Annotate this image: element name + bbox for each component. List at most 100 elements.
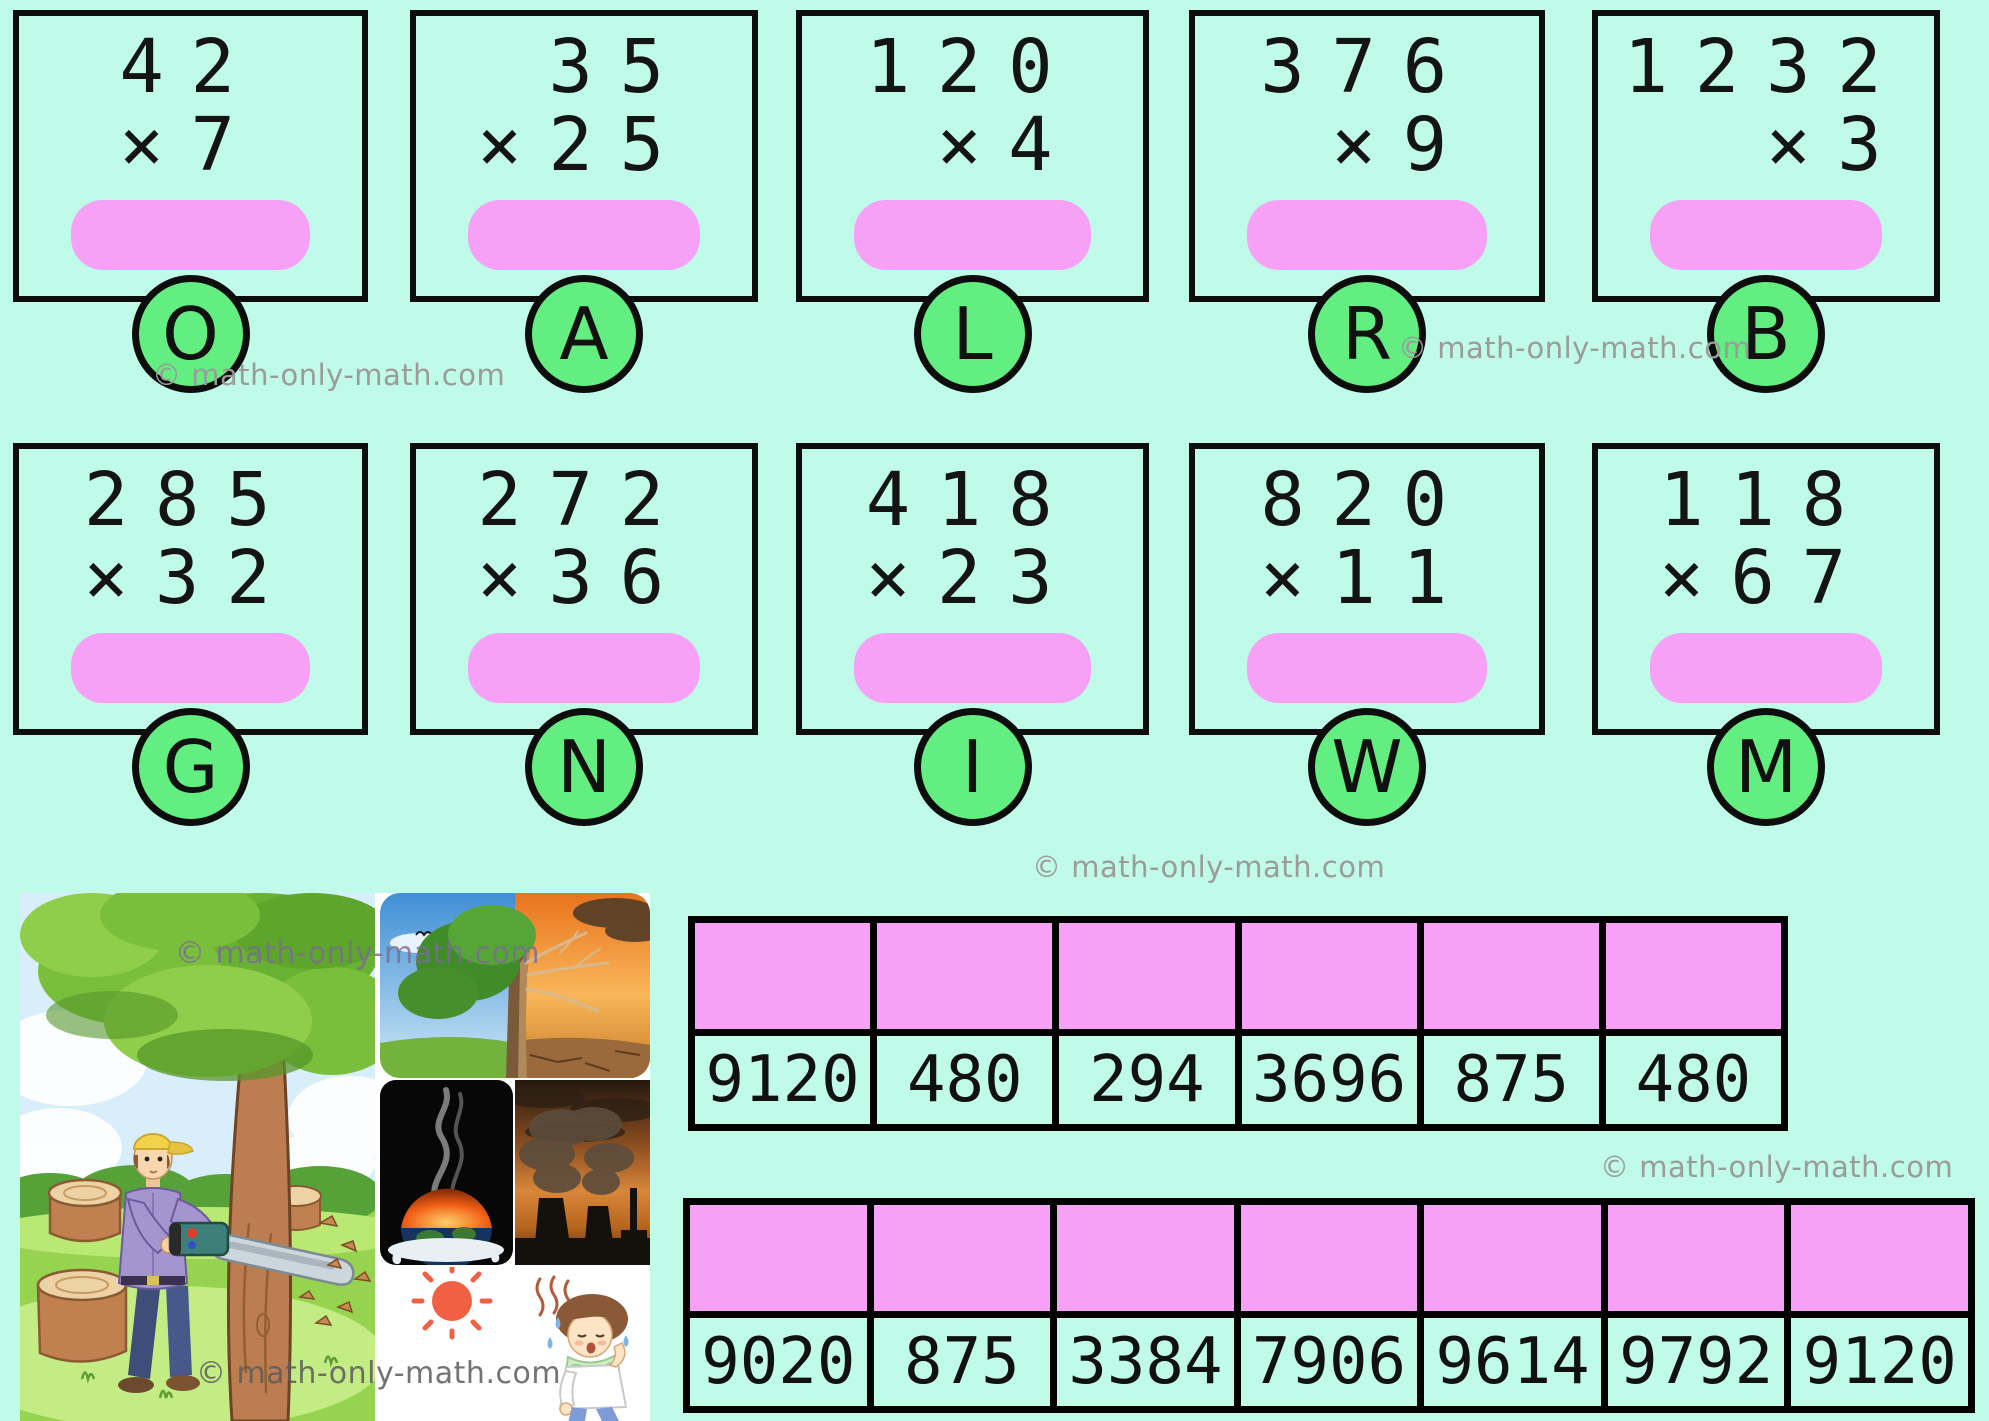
- answer-slot[interactable]: [1650, 200, 1882, 270]
- answer-value: 3696: [1241, 1036, 1417, 1124]
- tree-stump: [47, 1178, 123, 1243]
- smoke-wisps: [431, 1087, 464, 1211]
- multiply-sign: ×: [477, 102, 549, 189]
- answer-slot[interactable]: [854, 200, 1091, 270]
- answer-value: 9792: [1607, 1318, 1785, 1406]
- answer-cell-blank[interactable]: [1057, 1205, 1234, 1311]
- multiplier-line: ×7: [119, 106, 261, 184]
- answer-cell-blank[interactable]: [690, 1205, 867, 1311]
- letter: N: [557, 725, 611, 809]
- letter: B: [1741, 292, 1791, 376]
- answer-table-2: 9020 875 3384 7906 9614 9792 9120: [683, 1198, 1975, 1413]
- answer-table-1: 9120 480 294 3696 875 480: [688, 916, 1788, 1131]
- watermark: © math-only-math.com: [1032, 850, 1386, 884]
- multiplication-problem: 272 ×36: [477, 461, 691, 618]
- answer-cell-blank[interactable]: [1059, 923, 1235, 1029]
- global-warming-collage: [20, 893, 650, 1421]
- answer-value: 875: [873, 1318, 1051, 1406]
- multiplication-problem: 118 ×67: [1659, 461, 1873, 618]
- grass-tufts: [80, 1355, 339, 1399]
- answer-cell-blank[interactable]: [1241, 923, 1417, 1029]
- multiplicand: 376: [1260, 24, 1474, 110]
- multiplier: 23: [936, 535, 1080, 622]
- multiply-sign: ×: [1260, 535, 1332, 622]
- answer-slot[interactable]: [71, 200, 310, 270]
- letter: M: [1734, 725, 1798, 809]
- dead-branches: [524, 930, 610, 1013]
- chainsaw: [168, 1221, 355, 1286]
- letter-badge: A: [525, 275, 643, 393]
- sweating-boy: [547, 1294, 629, 1421]
- multiplier-line: ×67: [1659, 539, 1873, 617]
- letter-badge: M: [1707, 708, 1825, 826]
- answer-cell-blank[interactable]: [1791, 1205, 1968, 1311]
- answer-slot[interactable]: [1247, 633, 1487, 703]
- answer-slot[interactable]: [1247, 200, 1487, 270]
- cracked-earth: [529, 1050, 641, 1072]
- multiply-sign: ×: [119, 102, 191, 189]
- multiply-sign: ×: [1765, 102, 1838, 189]
- multiplicand: 1232: [1623, 24, 1909, 110]
- watermark: © math-only-math.com: [1398, 331, 1752, 365]
- multiplier: 11: [1331, 535, 1474, 622]
- multiplicand: 120: [865, 24, 1080, 110]
- letter-badge: B: [1707, 275, 1825, 393]
- answer-cell-blank[interactable]: [873, 1205, 1051, 1311]
- problem-card-L: 120 ×4 L: [796, 10, 1149, 393]
- multiplier: 25: [548, 102, 691, 189]
- letter: I: [961, 725, 984, 809]
- plant-silhouette: [515, 1188, 650, 1265]
- answer-value: 9120: [695, 1036, 871, 1124]
- letter-badge: O: [131, 275, 250, 393]
- answer-cell-blank[interactable]: [877, 923, 1053, 1029]
- watermark: © math-only-math.com: [152, 358, 506, 392]
- letter-badge: L: [913, 275, 1032, 393]
- living-branches: [398, 905, 536, 1019]
- answer-cell-blank[interactable]: [1423, 923, 1599, 1029]
- watermark: © math-only-math.com: [175, 936, 541, 971]
- multiplicand: 118: [1659, 457, 1873, 543]
- answer-slot[interactable]: [468, 200, 700, 270]
- letter: O: [162, 292, 219, 376]
- multiplier-line: ×36: [477, 539, 691, 617]
- multiplicand: 35: [548, 24, 691, 110]
- answer-value: 9614: [1424, 1318, 1601, 1406]
- smoke-plumes: [519, 1107, 634, 1195]
- problem-card-O: 42 ×7 O: [13, 10, 368, 393]
- answer-value: 480: [877, 1036, 1053, 1124]
- watermark: © math-only-math.com: [196, 1356, 562, 1391]
- multiplier-line: ×11: [1260, 539, 1474, 617]
- answer-slot[interactable]: [468, 633, 700, 703]
- heat-wave-boy-illustration: [380, 1267, 650, 1421]
- letter-badge: W: [1308, 708, 1426, 826]
- answer-cell-blank[interactable]: [1424, 1205, 1601, 1311]
- tree-stump: [36, 1268, 128, 1363]
- power-plant-smoke-illustration: [515, 1080, 650, 1265]
- multiplier: 9: [1402, 102, 1474, 189]
- multiplier: 36: [548, 535, 691, 622]
- multiplier-line: ×4: [866, 106, 1080, 184]
- answer-slot[interactable]: [71, 633, 310, 703]
- smoke-cloud: [573, 898, 650, 942]
- answer-value: 3384: [1057, 1318, 1234, 1406]
- multiplication-problem: 42 ×7: [119, 28, 261, 185]
- multiplier-line: ×23: [866, 539, 1080, 617]
- multiply-sign: ×: [83, 535, 155, 622]
- answer-cell-blank[interactable]: [1605, 923, 1781, 1029]
- answer-cell-blank[interactable]: [1607, 1205, 1785, 1311]
- letter-badge: R: [1308, 275, 1426, 393]
- letter-badge: I: [913, 708, 1032, 826]
- answer-cell-blank[interactable]: [1240, 1205, 1418, 1311]
- answer-slot[interactable]: [1650, 633, 1882, 703]
- answer-slot[interactable]: [854, 633, 1091, 703]
- problem-card-G: 285 ×32 G: [13, 443, 368, 826]
- multiply-sign: ×: [1331, 102, 1403, 189]
- sweat-drops: [547, 1317, 629, 1349]
- problem-card-I: 418 ×23 I: [796, 443, 1149, 826]
- multiply-sign: ×: [936, 102, 1009, 189]
- answer-value: 9020: [690, 1318, 867, 1406]
- letter: L: [952, 292, 993, 376]
- problem-card-M: 118 ×67 M: [1592, 443, 1940, 826]
- multiply-sign: ×: [477, 535, 549, 622]
- answer-cell-blank[interactable]: [695, 923, 871, 1029]
